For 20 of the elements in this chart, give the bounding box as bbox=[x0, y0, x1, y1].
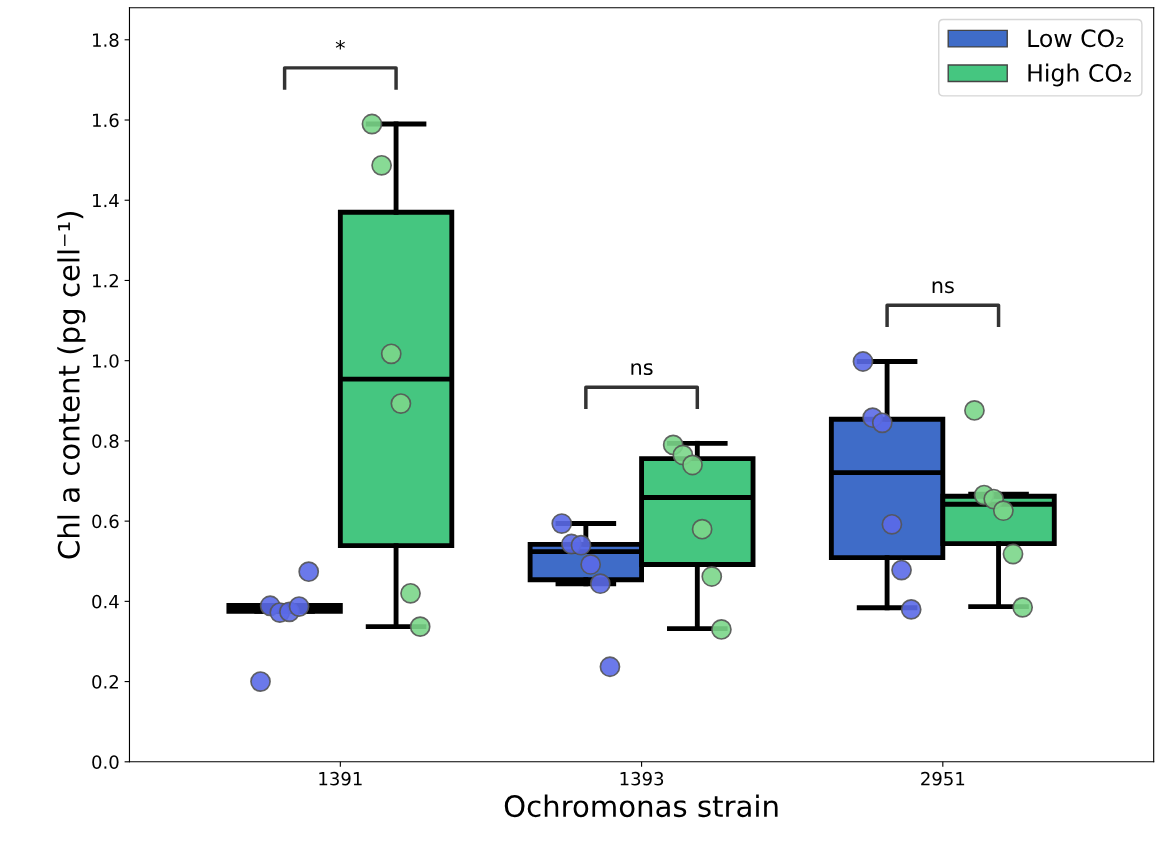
legend-label: High CO₂ bbox=[1028, 63, 1131, 87]
annotation: ns bbox=[631, 363, 653, 376]
y-tick-label: 1.6 bbox=[93, 113, 119, 128]
annotation: * bbox=[335, 40, 345, 50]
y-tick-label: 1.0 bbox=[93, 354, 119, 368]
x-axis-title: Ochromonas strain bbox=[504, 794, 778, 818]
x-tick-label: 2951 bbox=[921, 771, 965, 786]
y-tick-label: 1.8 bbox=[93, 33, 119, 47]
y-tick-label: 0.6 bbox=[92, 514, 119, 529]
y-tick-label: 0.2 bbox=[92, 675, 118, 689]
y-tick-label: 1.2 bbox=[93, 273, 118, 288]
legend-label: Low CO₂ bbox=[1028, 29, 1124, 48]
annotation: ns bbox=[932, 281, 954, 294]
y-tick-label: 0.8 bbox=[92, 434, 119, 449]
x-tick-label: 1391 bbox=[319, 771, 362, 786]
y-tick-label: 0.4 bbox=[92, 594, 119, 609]
x-tick-label: 1393 bbox=[620, 771, 664, 786]
y-tick-label: 1.4 bbox=[93, 193, 119, 208]
y-tick-label: 0.0 bbox=[92, 755, 119, 769]
y-axis-title: Chl a content (pg cell⁻¹) bbox=[57, 211, 86, 559]
